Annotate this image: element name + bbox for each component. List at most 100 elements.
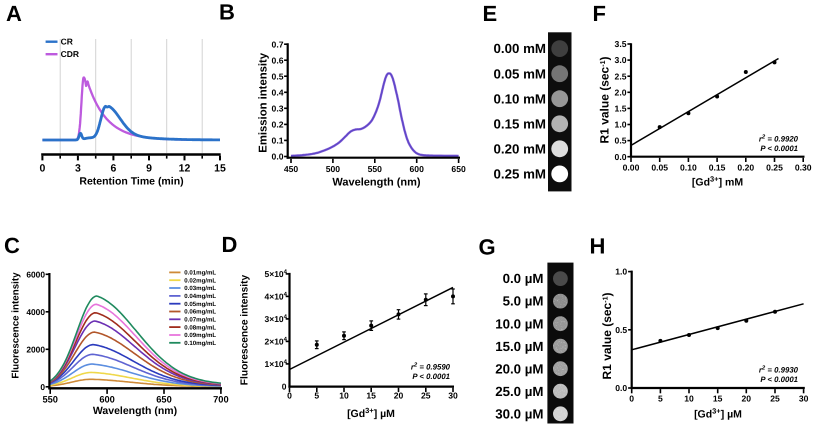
svg-text:30.0 µM: 30.0 µM <box>495 406 543 421</box>
svg-text:[Gd3+] mM: [Gd3+] mM <box>692 175 743 189</box>
svg-text:[Gd3+] µM: [Gd3+] µM <box>694 407 742 421</box>
svg-text:20.0 µM: 20.0 µM <box>495 361 543 376</box>
svg-text:3.0: 3.0 <box>615 55 627 65</box>
svg-text:2.5: 2.5 <box>615 71 627 81</box>
svg-text:CDR: CDR <box>61 49 79 59</box>
svg-text:0.25: 0.25 <box>766 162 783 172</box>
svg-text:0.5: 0.5 <box>272 71 284 81</box>
svg-text:Emission intensity: Emission intensity <box>258 52 270 153</box>
svg-text:0.01mg/mL: 0.01mg/mL <box>184 270 216 277</box>
svg-text:0: 0 <box>287 391 292 401</box>
svg-text:D: D <box>222 232 238 257</box>
svg-text:0.10: 0.10 <box>680 162 697 172</box>
svg-text:5: 5 <box>314 391 319 401</box>
svg-text:0: 0 <box>282 381 287 391</box>
svg-text:600: 600 <box>410 164 425 174</box>
svg-text:0.05mg/mL: 0.05mg/mL <box>184 301 216 308</box>
svg-text:0.7: 0.7 <box>272 39 284 49</box>
svg-text:0: 0 <box>40 382 45 392</box>
svg-text:CR: CR <box>61 37 73 47</box>
svg-text:R1 value (sec-1): R1 value (sec-1) <box>600 293 614 380</box>
svg-text:0.5: 0.5 <box>615 136 627 146</box>
svg-text:15: 15 <box>366 391 376 401</box>
svg-text:0.00: 0.00 <box>623 162 640 172</box>
svg-text:P < 0.0001: P < 0.0001 <box>760 144 798 153</box>
svg-text:30: 30 <box>799 394 809 404</box>
svg-text:650: 650 <box>156 395 172 405</box>
svg-text:4000: 4000 <box>26 307 45 317</box>
svg-text:5: 5 <box>658 394 663 404</box>
svg-text:0.15 mM: 0.15 mM <box>494 116 546 131</box>
svg-text:0.07mg/mL: 0.07mg/mL <box>184 317 216 324</box>
svg-text:0.1: 0.1 <box>272 136 284 146</box>
svg-text:0.20 mM: 0.20 mM <box>494 141 546 156</box>
svg-text:A: A <box>6 1 22 26</box>
svg-text:15: 15 <box>713 394 723 404</box>
svg-text:12: 12 <box>179 163 191 175</box>
svg-text:0.04mg/mL: 0.04mg/mL <box>184 293 216 300</box>
svg-text:15: 15 <box>214 163 226 175</box>
svg-text:E: E <box>483 1 498 26</box>
svg-text:0.20: 0.20 <box>737 162 754 172</box>
svg-text:0.0: 0.0 <box>615 152 627 162</box>
svg-text:25: 25 <box>770 394 780 404</box>
svg-text:Fluorescence intensity: Fluorescence intensity <box>240 274 251 385</box>
svg-text:500: 500 <box>326 164 341 174</box>
svg-text:0.06mg/mL: 0.06mg/mL <box>184 309 216 316</box>
svg-text:0.08mg/mL: 0.08mg/mL <box>184 324 216 331</box>
svg-text:700: 700 <box>213 395 229 405</box>
svg-text:0.25 mM: 0.25 mM <box>494 167 546 182</box>
svg-text:C: C <box>4 233 20 258</box>
svg-text:0.09mg/mL: 0.09mg/mL <box>184 332 216 339</box>
svg-text:4×104: 4×104 <box>265 291 288 302</box>
svg-text:Retention Time (min): Retention Time (min) <box>79 176 183 188</box>
svg-text:0.0: 0.0 <box>615 383 627 393</box>
svg-text:3×104: 3×104 <box>265 314 288 325</box>
svg-text:0.03mg/mL: 0.03mg/mL <box>184 285 216 292</box>
svg-text:20: 20 <box>742 394 752 404</box>
svg-text:0.10 mM: 0.10 mM <box>494 91 546 106</box>
svg-text:0.0 µM: 0.0 µM <box>503 271 544 286</box>
svg-text:600: 600 <box>99 395 115 405</box>
svg-text:0.30: 0.30 <box>795 162 812 172</box>
svg-text:0.10mg/mL: 0.10mg/mL <box>184 340 216 347</box>
svg-text:550: 550 <box>42 395 58 405</box>
svg-text:1.0: 1.0 <box>615 267 627 277</box>
svg-text:10.0 µM: 10.0 µM <box>495 316 543 331</box>
svg-text:P < 0.0001: P < 0.0001 <box>760 375 798 384</box>
svg-text:15.0 µM: 15.0 µM <box>495 339 543 354</box>
svg-text:30: 30 <box>448 391 458 401</box>
svg-text:2×104: 2×104 <box>265 336 288 347</box>
svg-text:550: 550 <box>368 164 383 174</box>
svg-text:5×104: 5×104 <box>265 269 288 280</box>
svg-text:H: H <box>590 234 606 259</box>
svg-text:20: 20 <box>394 391 404 401</box>
svg-text:R1 value (sec-1): R1 value (sec-1) <box>598 57 612 144</box>
svg-text:10: 10 <box>684 394 694 404</box>
svg-text:0.05: 0.05 <box>651 162 668 172</box>
svg-text:Fluorescence intensity: Fluorescence intensity <box>11 272 22 379</box>
svg-text:0.6: 0.6 <box>272 55 284 65</box>
svg-text:650: 650 <box>451 164 466 174</box>
svg-text:B: B <box>219 0 235 25</box>
svg-text:0.4: 0.4 <box>272 87 284 97</box>
svg-text:0.02mg/mL: 0.02mg/mL <box>184 277 216 284</box>
svg-text:9: 9 <box>146 163 152 175</box>
svg-text:r2 = 0.9590: r2 = 0.9590 <box>411 362 451 372</box>
svg-text:0.2: 0.2 <box>272 120 284 130</box>
svg-text:2000: 2000 <box>26 344 45 354</box>
svg-text:3.5: 3.5 <box>615 39 627 49</box>
svg-text:3: 3 <box>75 163 81 175</box>
svg-text:10: 10 <box>339 391 349 401</box>
svg-text:0: 0 <box>39 163 45 175</box>
svg-text:0.3: 0.3 <box>272 103 284 113</box>
svg-text:r2 = 0.9930: r2 = 0.9930 <box>759 365 799 375</box>
svg-text:G: G <box>479 235 496 260</box>
svg-text:0.15: 0.15 <box>709 162 726 172</box>
svg-text:Wavelength (nm): Wavelength (nm) <box>332 177 421 189</box>
svg-text:Wavelength (nm): Wavelength (nm) <box>93 405 177 417</box>
svg-text:[Gd3+] µM: [Gd3+] µM <box>347 406 395 420</box>
svg-text:25: 25 <box>421 391 431 401</box>
svg-text:0.0: 0.0 <box>272 152 284 162</box>
svg-text:0.5: 0.5 <box>615 325 627 335</box>
